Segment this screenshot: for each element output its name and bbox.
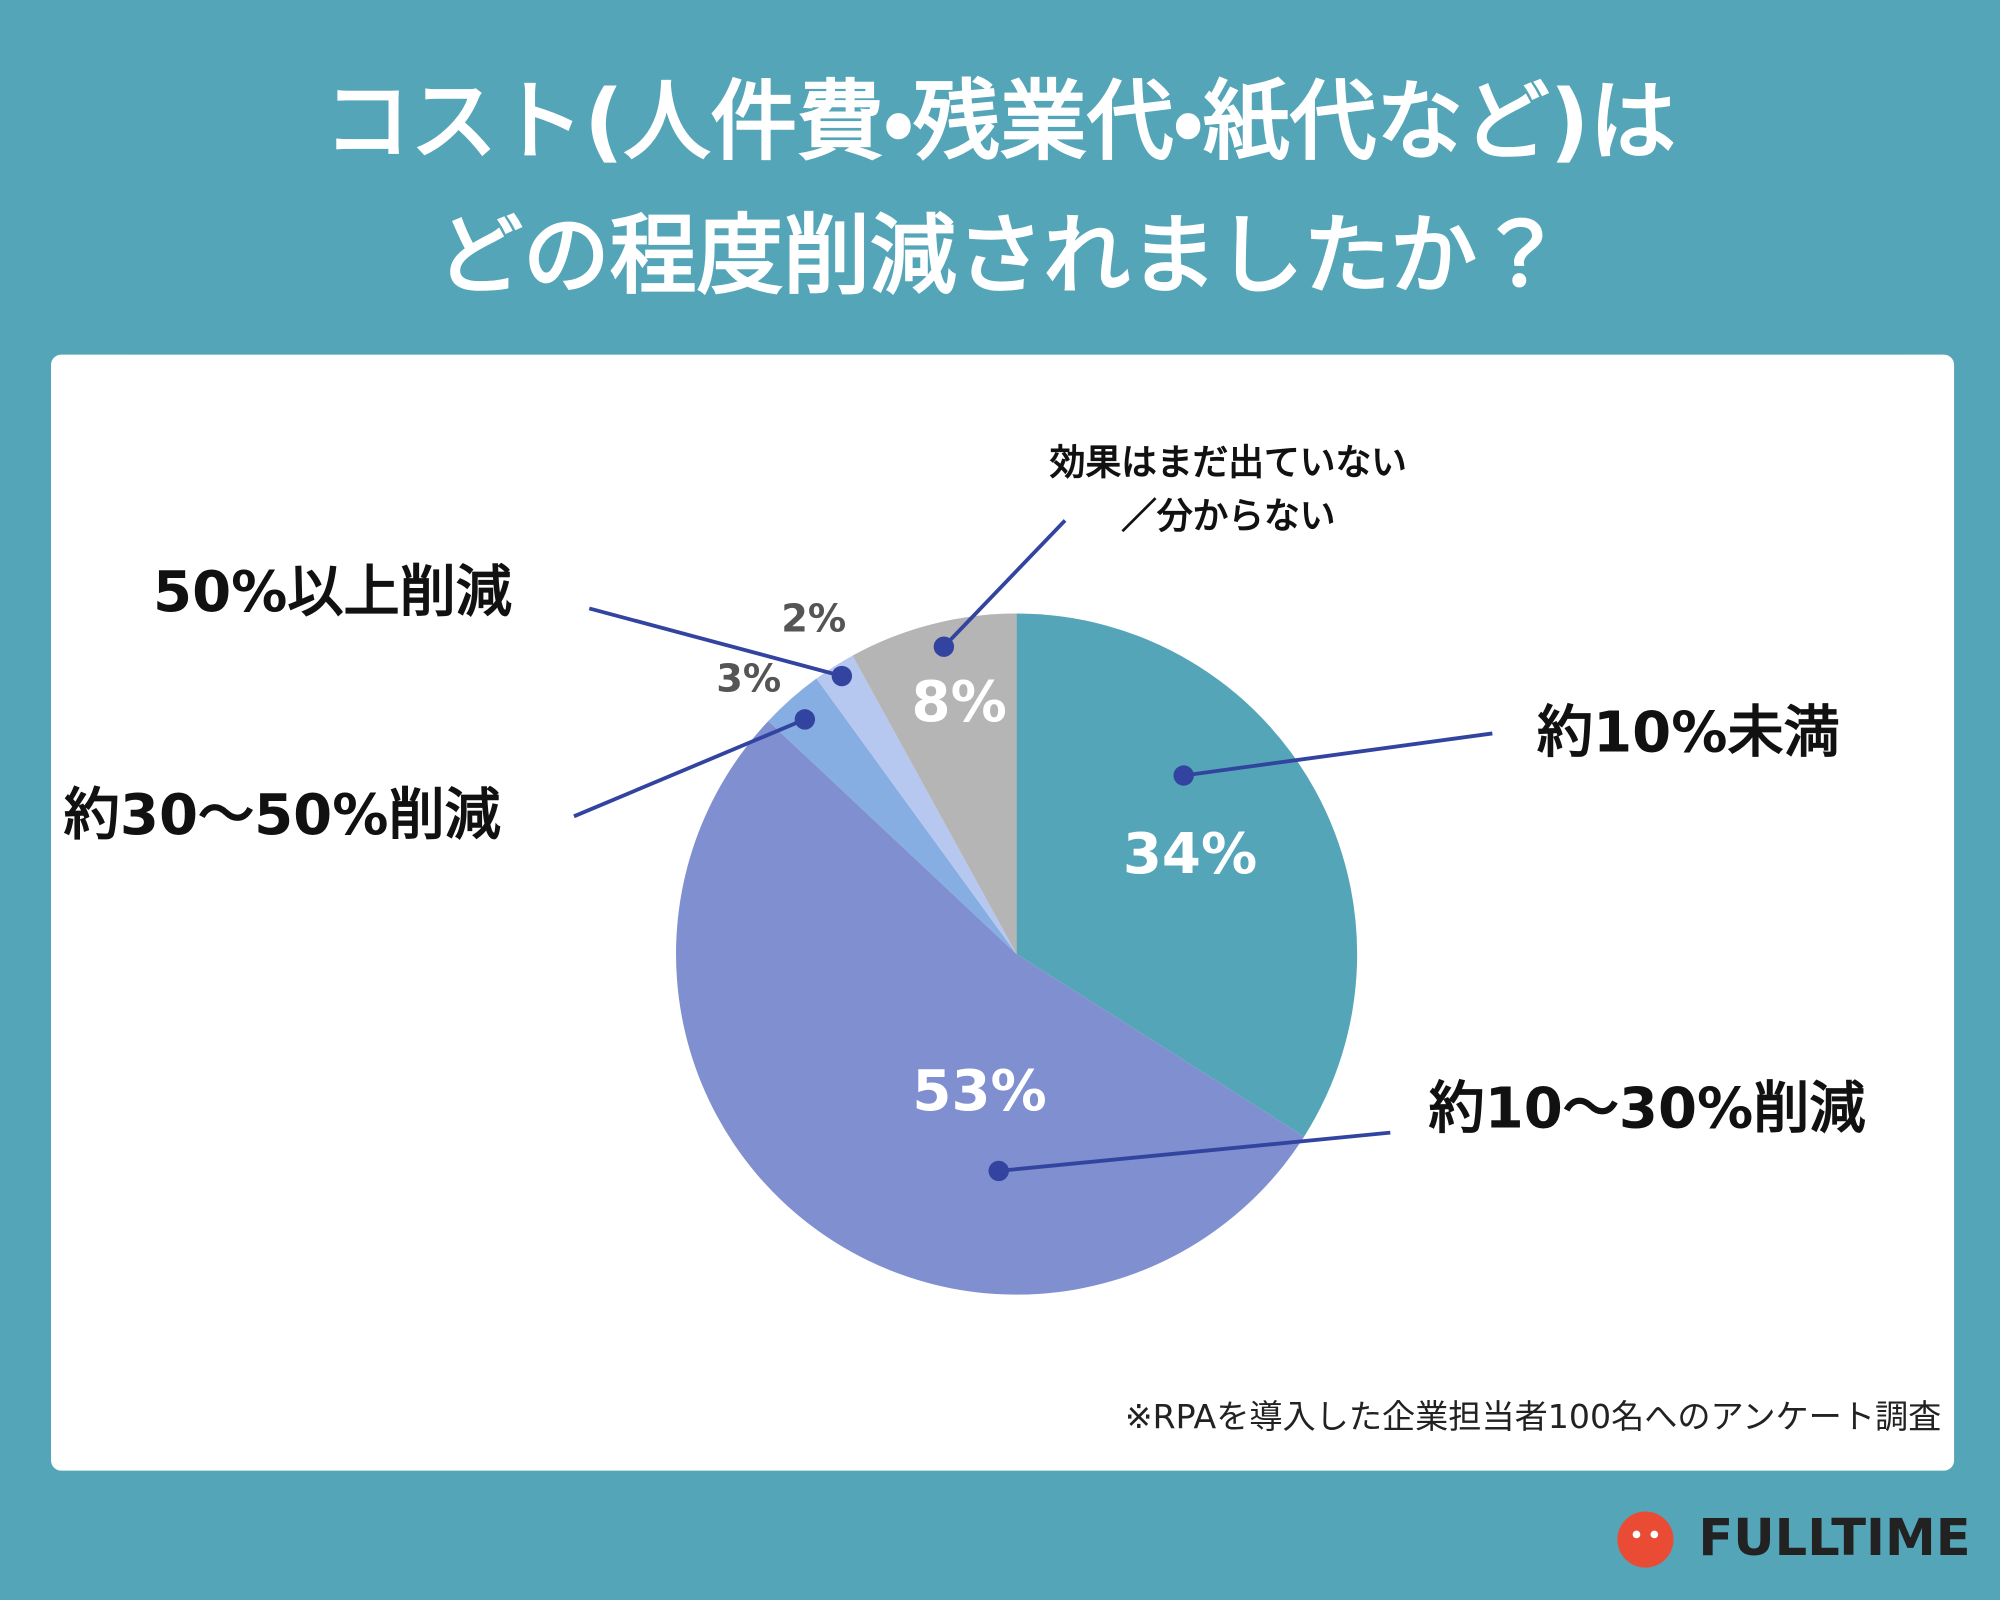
category-label: 約10〜30%削減 [1428,1076,1866,1142]
pie-slice [852,613,1017,955]
pie-slice [676,720,1305,1295]
logo-eye [1632,1530,1641,1539]
value-label: 3% [716,657,781,702]
leader-dot [988,1160,1009,1182]
value-label: 53% [912,1059,1046,1124]
pie-slice [768,678,1017,955]
logo-eye [1650,1530,1659,1539]
category-label: 約30〜50%削減 [63,783,501,849]
logo-icon [1617,1511,1674,1568]
pie-slice [816,655,1017,955]
leader-line [1183,731,1493,778]
pie [676,613,1358,1295]
category-label: 効果はまだ出ていない／分からない [1049,441,1407,537]
value-label: 34% [1123,822,1257,887]
category-label: 約10%未満 [1536,700,1840,766]
leader-dot [1173,765,1194,786]
category-label: 50%以上削減 [153,559,512,625]
pie-slice [1016,613,1358,1137]
footnote: ※RPAを導入した企業担当者100名へのアンケート調査 [1125,1397,1941,1436]
leader-line [998,1130,1391,1173]
leader-line [942,519,1067,649]
leader-line [573,717,806,819]
logo-text: FULLTIME [1698,1509,1970,1568]
value-label: 2% [781,597,846,642]
leader-dot [933,636,955,657]
value-label: 8% [912,670,1007,735]
chart-title: どの程度削減されましたか？ [436,205,1563,306]
leader-dot [831,665,853,687]
leader-line [588,606,843,678]
chart-title: コスト(人件費・残業代・紙代など)は [324,71,1676,172]
leader-dot [794,709,816,730]
